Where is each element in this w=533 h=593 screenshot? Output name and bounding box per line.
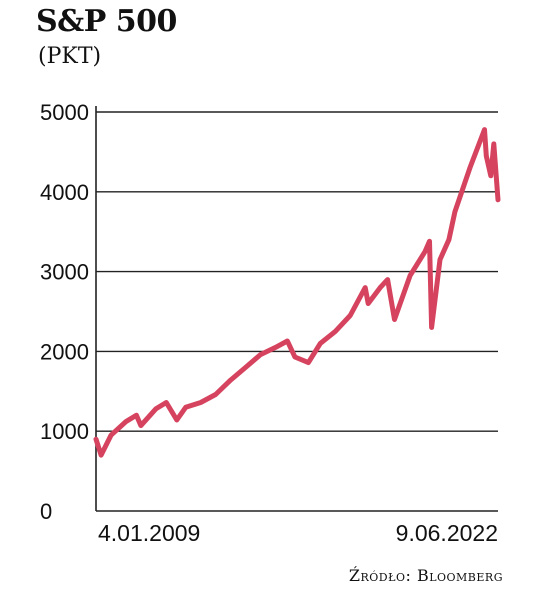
- x-tick-label-start: 4.01.2009: [98, 520, 200, 546]
- y-tick-label-5000: 5000: [40, 100, 89, 125]
- source-note: Źródło: Bloomberg: [348, 566, 503, 585]
- y-tick-label-2000: 2000: [40, 339, 89, 364]
- y-tick-label-0: 0: [40, 499, 52, 524]
- y-tick-label-1000: 1000: [40, 419, 89, 444]
- chart-subtitle: (PKT): [38, 44, 102, 69]
- series-line-0: [93, 127, 501, 458]
- chart-title: S&P 500: [36, 4, 177, 39]
- y-tick-label-3000: 3000: [40, 260, 89, 285]
- x-tick-label-end: 9.06.2022: [396, 520, 498, 546]
- y-tick-label-4000: 4000: [40, 180, 89, 205]
